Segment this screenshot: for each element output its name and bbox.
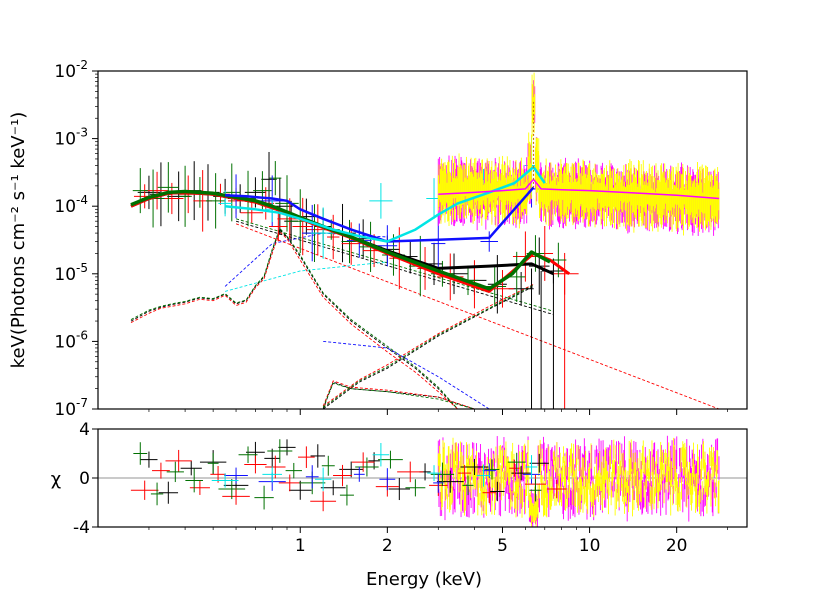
red-residuals-group: [130, 446, 567, 512]
red-thermal-line: [130, 230, 458, 409]
spectrum-y-axis: 10-7 10-6 10-5 10-4 10-3 10-2: [54, 58, 98, 420]
x-tick-label: 5: [497, 536, 508, 556]
spectrum-x-ticks: [148, 409, 728, 415]
red-reflection-line: [322, 283, 534, 407]
residuals-y-axis-label: χ: [51, 469, 61, 490]
magenta-model-line: [438, 178, 720, 200]
residuals-x-axis: 1 2 5 10 20: [148, 527, 728, 556]
residual-y-tick-label: -4: [73, 518, 90, 538]
black-powerlaw-line: [235, 220, 554, 315]
y-tick-label: 10-3: [54, 126, 88, 150]
green-thermal-line: [130, 227, 459, 409]
black-thermal-line: [130, 228, 459, 409]
y-tick-label: 10-2: [54, 58, 88, 82]
cyan-powerlaw-line: [224, 261, 388, 292]
green-scattered-line: [322, 382, 475, 409]
green-model-line: [130, 189, 551, 291]
spectrum-y-axis-label: keV(Photons cm⁻² s⁻¹ keV⁻¹): [8, 112, 29, 369]
yellow-residuals-group: [437, 437, 720, 527]
y-tick-label: 10-7: [54, 396, 88, 420]
blue-scattered-line: [323, 340, 534, 409]
red-powerlaw-line: [235, 223, 720, 409]
spectrum-axes-frame: [97, 70, 748, 410]
black-reflection-line: [322, 285, 534, 409]
spectrum-panel: 10-7 10-6 10-5 10-4 10-3 10-2 keV(Photons cm⁻…: [8, 58, 748, 420]
yellow-data-group: [437, 72, 720, 236]
green-reflection-line: [322, 284, 534, 408]
x-tick-label: 1: [295, 536, 306, 556]
residuals-y-axis: -4 0 4: [73, 420, 98, 538]
red-scattered-line: [322, 380, 475, 409]
y-tick-label: 10-4: [54, 193, 88, 217]
x-tick-label: 20: [666, 536, 688, 556]
residual-y-tick-label: 4: [79, 420, 90, 440]
y-tick-label: 10-5: [54, 261, 88, 285]
cyan-model-line: [224, 165, 546, 243]
green-residuals-group: [133, 439, 542, 510]
cyan-residuals-group: [211, 443, 538, 491]
blue-model-line: [225, 186, 535, 243]
residuals-panel: -4 0 4 1 2 5 10 20 χ Energy (keV): [51, 420, 748, 590]
x-axis-label: Energy (keV): [366, 569, 482, 590]
black-residuals-group: [140, 439, 549, 504]
x-tick-label: 2: [382, 536, 393, 556]
x-tick-label: 10: [579, 536, 601, 556]
spectrum-plot-area: [130, 72, 720, 409]
residual-y-tick-label: 0: [79, 469, 90, 489]
residuals-plot-area: [98, 435, 747, 527]
y-tick-label: 10-6: [54, 328, 88, 352]
green-powerlaw-line: [235, 218, 554, 312]
